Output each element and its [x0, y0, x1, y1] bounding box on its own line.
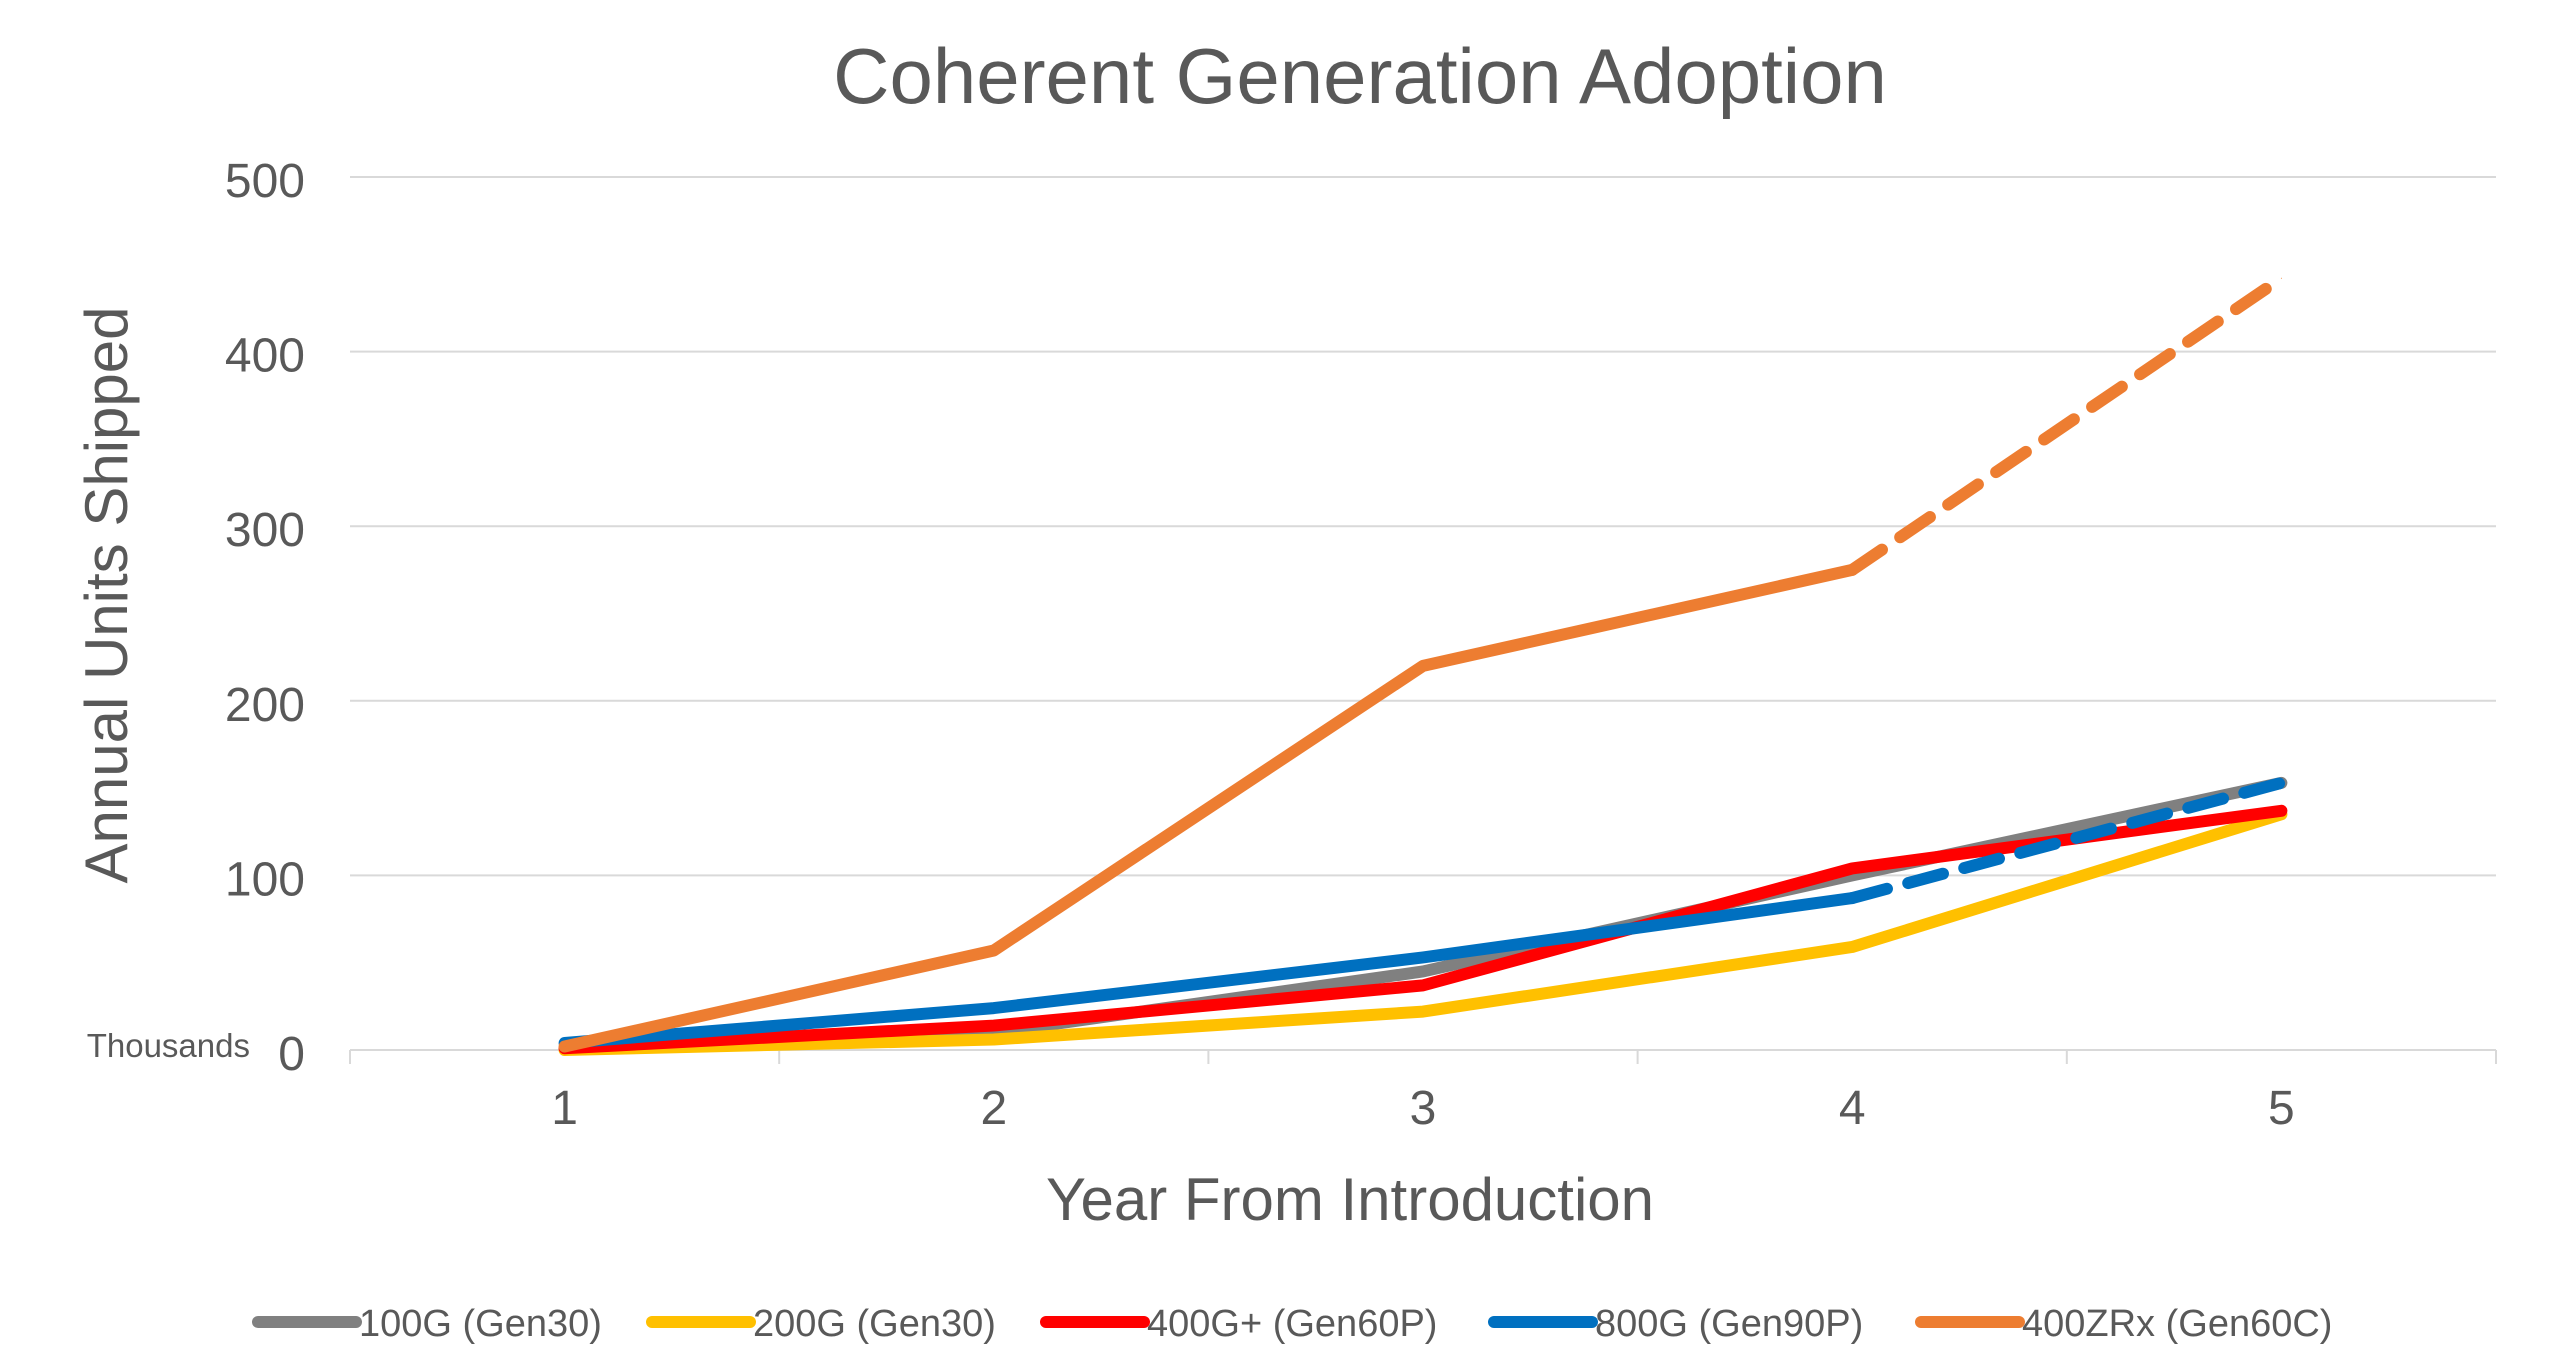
legend-label: 200G (Gen30) [753, 1303, 996, 1345]
legend-label: 400G+ (Gen60P) [1147, 1303, 1437, 1345]
data-point [993, 949, 995, 951]
data-point [2280, 277, 2282, 279]
data-point [1851, 874, 1853, 876]
data-point [1422, 1011, 1424, 1013]
series-line-solid [558, 892, 1859, 1050]
x-tick-label: 1 [551, 1082, 578, 1135]
series-line-800g-gen90p [558, 776, 2288, 1050]
y-axis-tick-labels: 0 100 200 300 400 500 [225, 155, 305, 1081]
data-point [993, 1039, 995, 1041]
data-point [1422, 665, 1424, 667]
series-line-dashed [1846, 776, 2288, 905]
x-tick-label: 2 [980, 1082, 1007, 1135]
y-tick-label: 300 [225, 504, 305, 557]
data-point [1851, 897, 1853, 899]
x-axis-tick-labels: 1 2 3 4 5 [551, 1082, 2295, 1135]
y-tick-label: 100 [225, 853, 305, 906]
series-line-400zrx-gen60c [558, 272, 2288, 1053]
y-tick-label: 500 [225, 155, 305, 208]
series-line-dashed [1846, 272, 2288, 576]
x-tick-label: 3 [1410, 1082, 1437, 1135]
data-point [1422, 956, 1424, 958]
gridlines [350, 176, 2496, 877]
data-point [993, 1007, 995, 1009]
legend-label: 400ZRx (Gen60C) [2022, 1303, 2332, 1345]
data-point [993, 1032, 995, 1034]
data-point [564, 1046, 566, 1048]
y-tick-label: 400 [225, 330, 305, 383]
data-point [993, 1025, 995, 1027]
y-units-label: Thousands [87, 1027, 250, 1064]
x-tick-label: 5 [2268, 1082, 2295, 1135]
x-axis-title: Year From Introduction [1046, 1166, 1654, 1233]
legend: 100G (Gen30) 200G (Gen30) 400G+ (Gen60P) 80… [252, 1303, 2332, 1345]
y-tick-label: 0 [278, 1028, 305, 1081]
data-point [1851, 946, 1853, 948]
y-axis-title: Annual Units Shipped [73, 306, 140, 883]
series-line-solid [558, 563, 1859, 1053]
data-point [2280, 810, 2282, 812]
series-lines [558, 272, 2288, 1056]
chart-title: Coherent Generation Adoption [833, 32, 1887, 120]
data-point [1851, 569, 1853, 571]
x-tick-label: 4 [1839, 1082, 1866, 1135]
y-tick-label: 200 [225, 679, 305, 732]
legend-label: 800G (Gen90P) [1595, 1303, 1863, 1345]
data-point [2280, 782, 2282, 784]
legend-label: 100G (Gen30) [359, 1303, 602, 1345]
data-point [1422, 984, 1424, 986]
data-point [1851, 867, 1853, 869]
data-point [1422, 970, 1424, 972]
